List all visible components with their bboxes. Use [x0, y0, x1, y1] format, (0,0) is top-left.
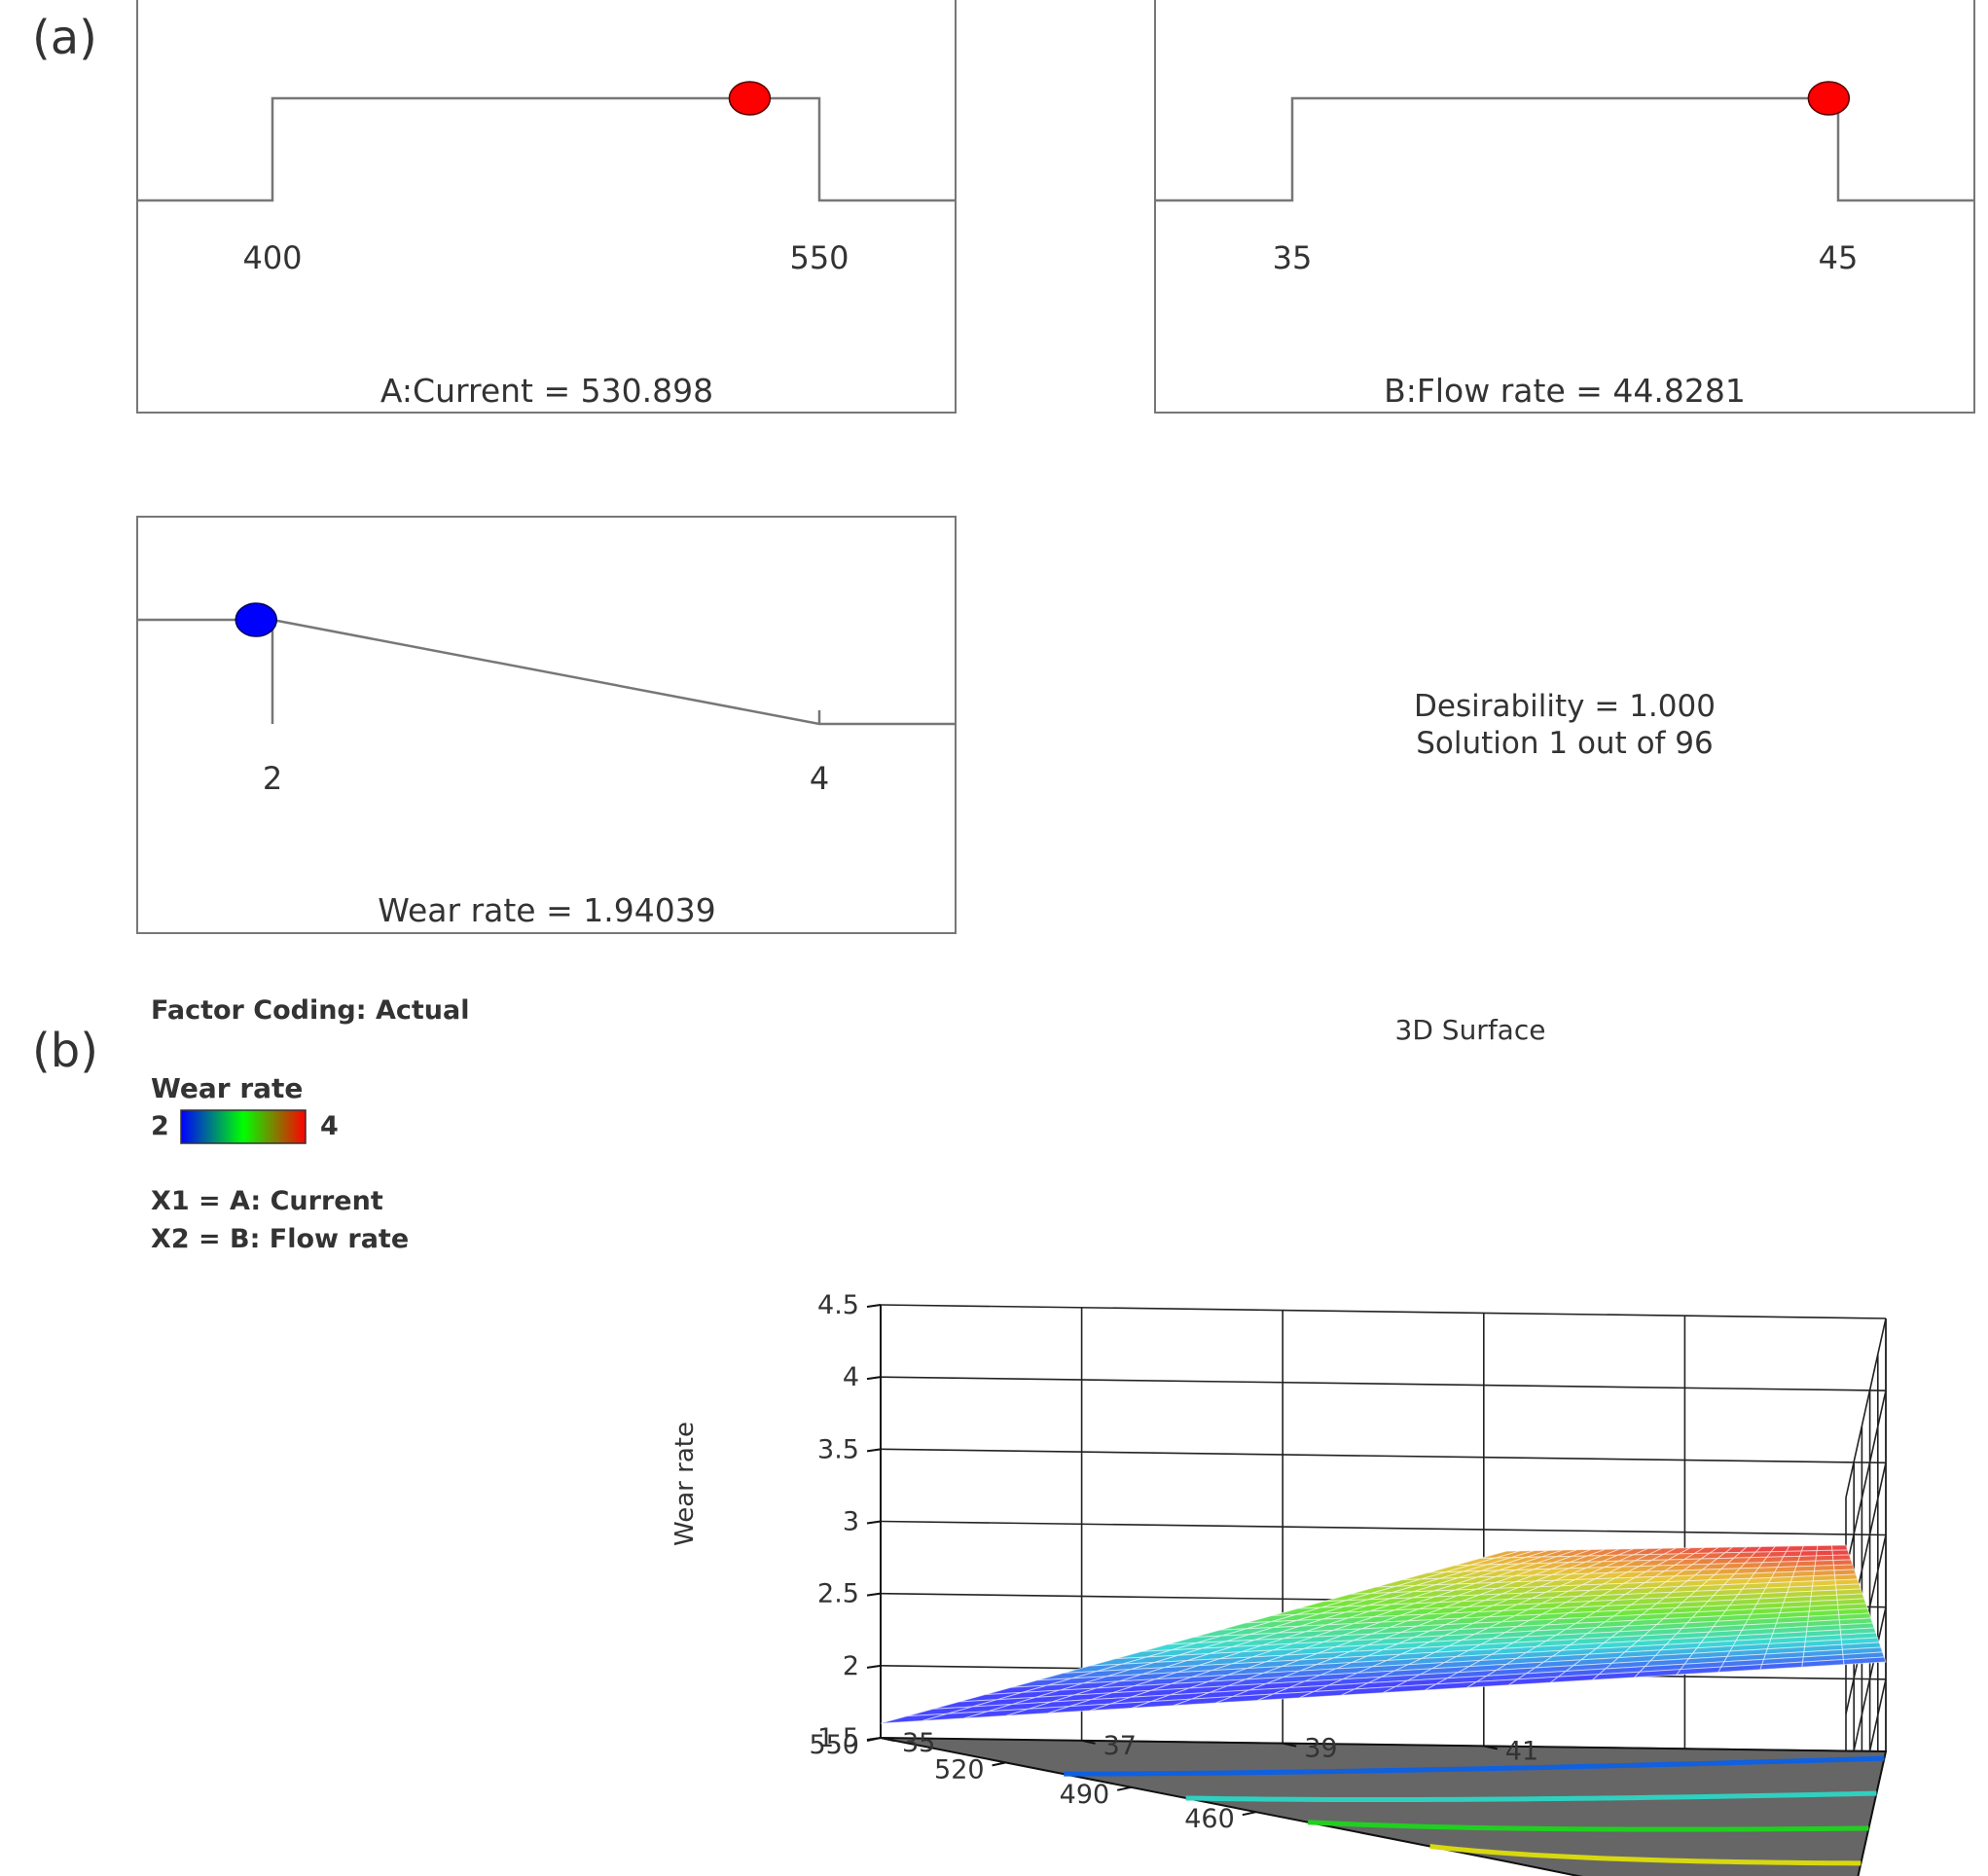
x2-tick-label: 37 [1103, 1731, 1137, 1761]
x1-tick-label: 490 [1060, 1780, 1110, 1810]
legend-max: 4 [320, 1111, 339, 1141]
x1-tick-label: 460 [1184, 1804, 1235, 1834]
z-tick-mark [866, 1664, 882, 1669]
surface-title: 3D Surface [1395, 1014, 1546, 1046]
x2-wall-gridline-h [880, 1304, 1887, 1319]
surface-axis-ticks: 1.5 2 2.5 3 3.5 4 4.5 550 520 490 460 35 37 39 41 [809, 1290, 1538, 1834]
z-tick-mark [866, 1376, 882, 1381]
x2-tick-mark [1483, 1745, 1499, 1750]
factor-coding-label: Factor Coding: Actual [151, 995, 469, 1026]
surface-cell [1830, 1544, 1849, 1551]
legend-min: 2 [151, 1111, 169, 1141]
current-plot-frame [136, 0, 957, 414]
z-tick-label: 4 [843, 1362, 859, 1392]
x2-tick-label: 41 [1505, 1736, 1538, 1766]
z-tick-label: 4.5 [817, 1290, 859, 1320]
floor-contour-line [1429, 1844, 1861, 1866]
x1-tick-mark [866, 1737, 882, 1742]
legend-colorbar [180, 1109, 307, 1144]
current-low-tick: 400 [242, 239, 302, 276]
wear-ramp-plot: 2 4 Wear rate = 1.94039 [136, 516, 957, 934]
x2-tick-mark [1282, 1742, 1297, 1748]
x1-tick-mark [992, 1761, 1006, 1767]
floor-contour-line [1185, 1790, 1877, 1803]
z-tick-mark [866, 1592, 882, 1597]
x2-tick-mark [880, 1737, 895, 1742]
x1-tick-label: 550 [809, 1730, 859, 1760]
x1-tick-mark [1116, 1786, 1132, 1791]
z-tick-mark [866, 1448, 882, 1453]
x2-wall-gridline-h [880, 1376, 1887, 1391]
wear-ramp-line [137, 618, 956, 726]
z-tick-mark [866, 1520, 882, 1525]
surface-cell [1785, 1545, 1805, 1552]
x2-wall-gridline-h [880, 1520, 1887, 1536]
flow-marker [1807, 81, 1851, 116]
floor-contour-line [1307, 1820, 1869, 1832]
surface-floor-plane [880, 1737, 1888, 1876]
desirability-value: Desirability = 1.000 [1414, 689, 1716, 724]
surface-chart: 3D Surface Wear rate 1.5 2 2.5 3 3.5 4 4.5 550 5… [670, 1014, 1888, 1876]
current-marker [728, 81, 772, 116]
flow-low-tick: 35 [1273, 239, 1313, 276]
current-ramp-line [137, 96, 956, 202]
z-tick-label: 3 [843, 1507, 859, 1537]
flow-caption: B:Flow rate = 44.8281 [1384, 372, 1746, 410]
flow-plot-frame [1154, 0, 1975, 414]
z-tick-label: 3.5 [817, 1434, 859, 1464]
x2-definition: X2 = B: Flow rate [151, 1224, 409, 1254]
panel-a-label: (a) [32, 11, 97, 65]
surface-mesh [880, 1544, 1887, 1724]
x1-tick-mark [1242, 1811, 1257, 1817]
panel-b-label: (b) [32, 1024, 98, 1078]
legend-title: Wear rate [151, 1072, 303, 1104]
wear-high-tick: 4 [810, 760, 829, 797]
x1-wall-gridline-h [1845, 1317, 1887, 1498]
floor-contour-line [1064, 1755, 1885, 1777]
wear-low-tick: 2 [263, 760, 282, 797]
x2-tick-label: 35 [902, 1728, 935, 1758]
surface-cell [1800, 1544, 1819, 1552]
wear-marker [235, 602, 277, 637]
z-tick-mark [866, 1304, 882, 1308]
x1-wall-gridline-h [1845, 1389, 1887, 1570]
solution-count: Solution 1 out of 96 [1416, 726, 1714, 761]
current-ramp-plot: 400 550 A:Current = 530.898 [136, 0, 957, 414]
wear-caption: Wear rate = 1.94039 [378, 891, 715, 929]
x2-wall-gridline-h [880, 1448, 1887, 1464]
x1-tick-label: 520 [934, 1754, 985, 1785]
flow-high-tick: 45 [1819, 239, 1859, 276]
x2-tick-mark [1081, 1739, 1096, 1745]
surface-floor [880, 1737, 1888, 1876]
surface-cell [1842, 1656, 1887, 1666]
z-tick-label: 1.5 [817, 1723, 859, 1753]
z-tick-label: 2.5 [817, 1579, 859, 1609]
current-high-tick: 550 [789, 239, 849, 276]
flow-ramp-line [1155, 96, 1974, 202]
x1-definition: X1 = A: Current [151, 1186, 383, 1216]
surface-z-axis-label: Wear rate [670, 1422, 700, 1546]
panel-a: (a) 400 550 A:Current = 530.898 35 45 B:… [32, 0, 1975, 934]
panel-b: (b) Factor Coding: Actual Wear rate 2 4 … [32, 995, 1888, 1876]
x2-tick-label: 39 [1304, 1734, 1337, 1764]
surface-cell [1816, 1544, 1833, 1552]
current-caption: A:Current = 530.898 [380, 372, 713, 410]
flow-ramp-plot: 35 45 B:Flow rate = 44.8281 [1154, 0, 1975, 414]
z-tick-label: 2 [843, 1651, 859, 1681]
